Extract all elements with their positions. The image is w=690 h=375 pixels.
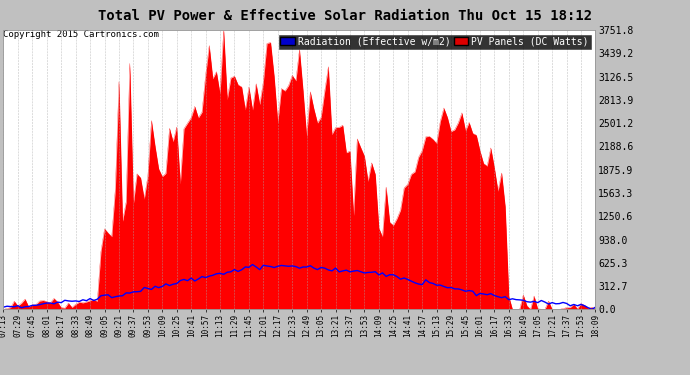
Text: Copyright 2015 Cartronics.com: Copyright 2015 Cartronics.com [3, 30, 159, 39]
Legend: Radiation (Effective w/m2), PV Panels (DC Watts): Radiation (Effective w/m2), PV Panels (D… [279, 35, 591, 49]
Text: Total PV Power & Effective Solar Radiation Thu Oct 15 18:12: Total PV Power & Effective Solar Radiati… [98, 9, 592, 23]
